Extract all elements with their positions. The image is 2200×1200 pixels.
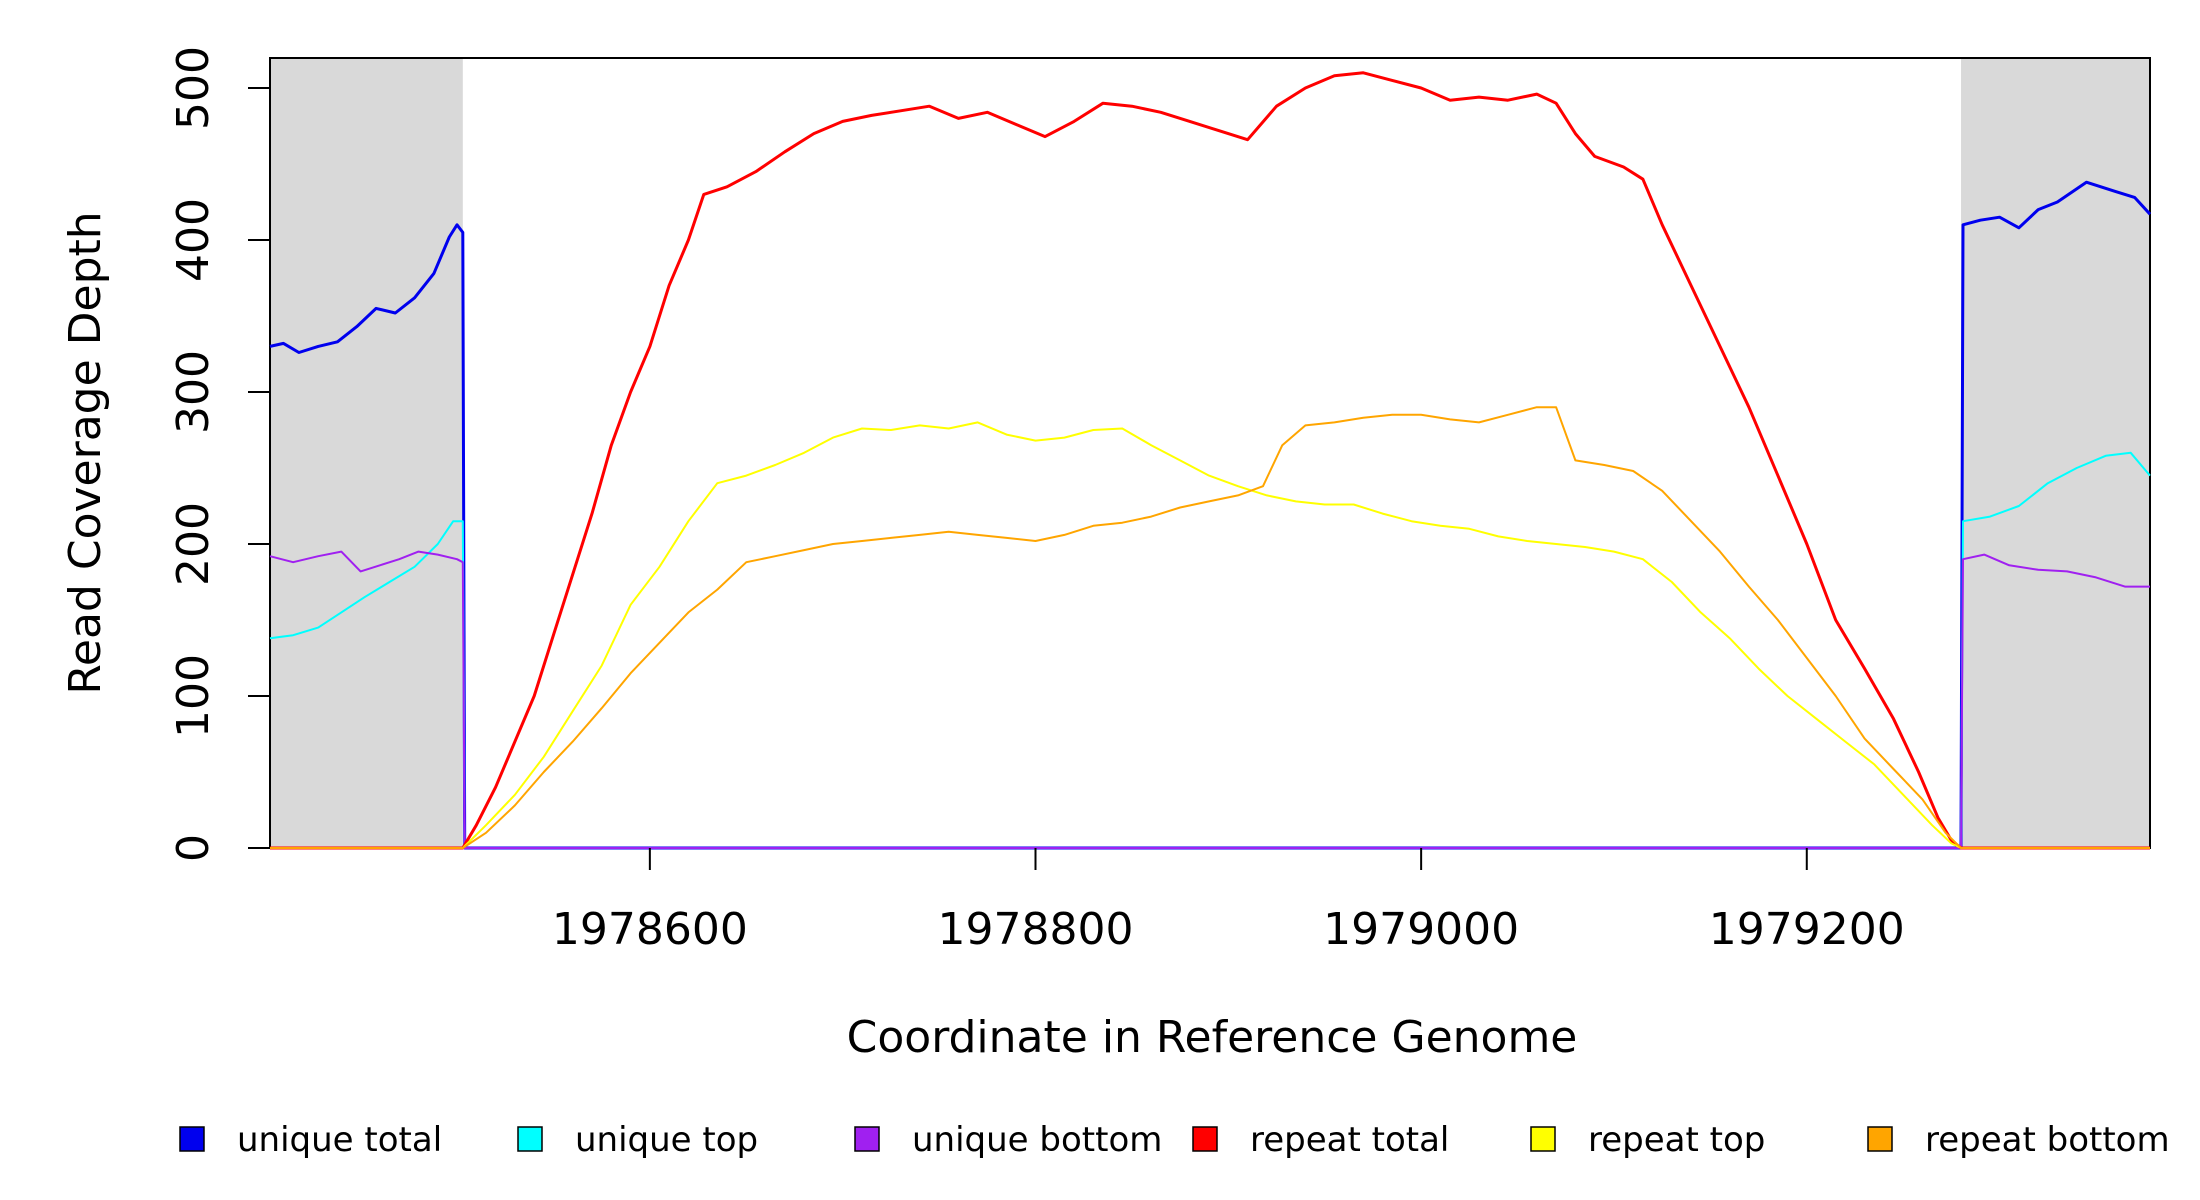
legend-swatch-unique-total (179, 1126, 205, 1152)
y-tick-label: 500 (168, 46, 219, 130)
legend-swatch-repeat-total (1192, 1126, 1218, 1152)
x-axis-title: Coordinate in Reference Genome (847, 1012, 1578, 1063)
legend-label-unique-top: unique top (575, 1120, 758, 1160)
legend-label-repeat-top: repeat top (1588, 1120, 1765, 1160)
y-tick-label: 200 (168, 502, 219, 586)
series-line-unique-total (269, 180, 2152, 850)
legend-label-unique-total: unique total (237, 1120, 442, 1160)
x-tick-label: 1978600 (552, 904, 748, 955)
series-line-unique-bottom (269, 550, 2150, 849)
shaded-region-1 (270, 58, 463, 848)
legend-label-repeat-bottom: repeat bottom (1925, 1120, 2170, 1160)
legend-swatch-unique-bottom (854, 1126, 880, 1152)
y-axis-title: Read Coverage Depth (60, 211, 111, 694)
x-tick-label: 1979000 (1323, 904, 1519, 955)
y-tick-label: 400 (168, 198, 219, 282)
x-tick-label: 1979200 (1709, 904, 1905, 955)
y-tick-label: 100 (168, 654, 219, 738)
series-line-unique-top (269, 451, 2151, 849)
legend-swatch-repeat-bottom (1867, 1126, 1893, 1152)
series-line-repeat-total (270, 71, 2150, 850)
legend: unique total unique top unique bottom repea… (179, 1120, 2170, 1160)
series-lines (269, 71, 2152, 850)
plot-frame (269, 57, 2151, 849)
legend-swatch-unique-top (517, 1126, 543, 1152)
legend-label-unique-bottom: unique bottom (912, 1120, 1162, 1160)
legend-swatch-repeat-top (1530, 1126, 1556, 1152)
y-tick-label: 300 (168, 350, 219, 434)
axes: 0 100 200 300 400 500 1978600 1978800 1979000 197… (168, 46, 1905, 955)
shaded-regions (270, 58, 2150, 848)
series-line-repeat-top (270, 421, 2150, 849)
shaded-region-2 (1961, 58, 2150, 848)
series-line-repeat-bottom (270, 406, 2150, 849)
y-tick-label: 0 (168, 834, 219, 862)
legend-label-repeat-total: repeat total (1250, 1120, 1449, 1160)
x-tick-label: 1978800 (938, 904, 1134, 955)
